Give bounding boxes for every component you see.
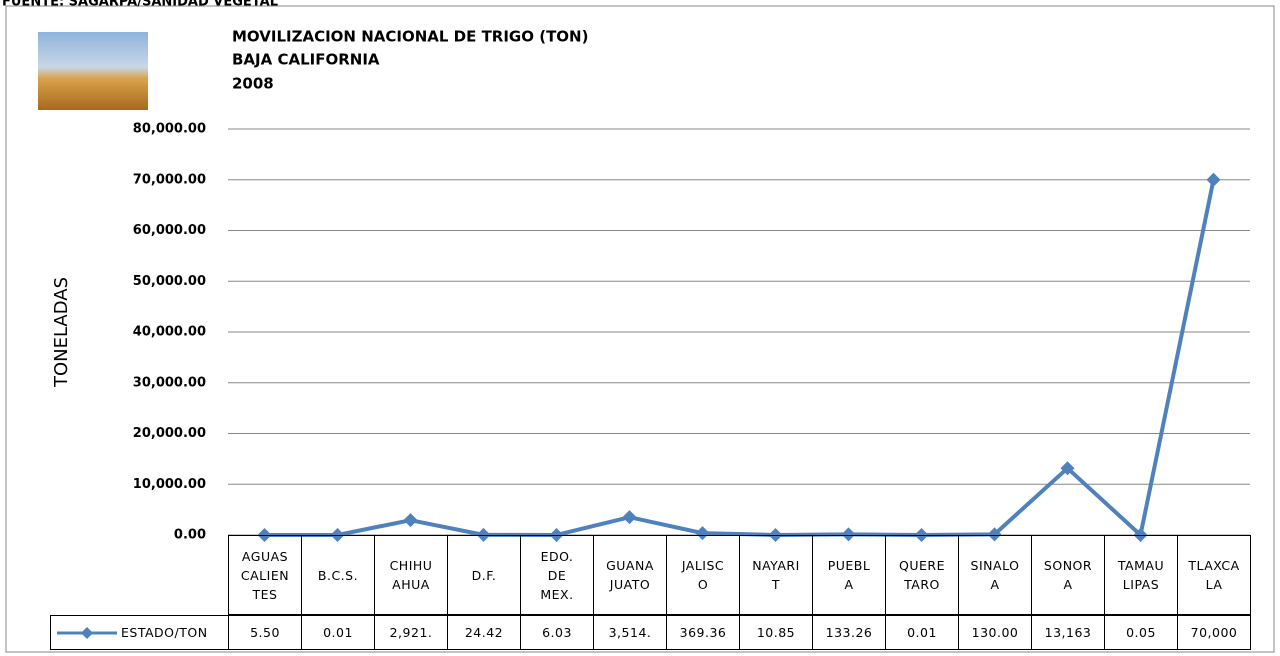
data-point bbox=[987, 527, 1002, 542]
data-point bbox=[476, 527, 491, 542]
data-value: 10.85 bbox=[739, 615, 813, 650]
data-point bbox=[1133, 527, 1148, 542]
data-value: 6.03 bbox=[520, 615, 594, 650]
data-value: 2,921. bbox=[374, 615, 448, 650]
x-tick-label: CHIHU AHUA bbox=[374, 535, 448, 615]
y-tick-label: 70,000.00 bbox=[133, 172, 206, 187]
data-value: 70,000 bbox=[1177, 615, 1251, 650]
data-value: 13,163 bbox=[1031, 615, 1105, 650]
data-point bbox=[841, 527, 856, 542]
data-point bbox=[695, 526, 710, 541]
x-tick-label: TLAXCA LA bbox=[1177, 535, 1251, 615]
data-point bbox=[403, 513, 418, 528]
x-tick-label: TAMAU LIPAS bbox=[1104, 535, 1178, 615]
chart-subtitle: BAJA CALIFORNIA bbox=[232, 51, 380, 69]
data-point bbox=[330, 527, 345, 542]
chart-year: 2008 bbox=[232, 75, 274, 93]
data-point bbox=[1206, 172, 1221, 187]
x-tick-label: PUEBL A bbox=[812, 535, 886, 615]
data-value: 0.05 bbox=[1104, 615, 1178, 650]
chart-title: MOVILIZACION NACIONAL DE TRIGO (TON) bbox=[232, 28, 588, 46]
legend-label: ESTADO/TON bbox=[121, 625, 208, 640]
wheat-image bbox=[38, 32, 148, 110]
y-tick-label: 10,000.00 bbox=[133, 477, 206, 492]
x-tick-label: B.C.S. bbox=[301, 535, 375, 615]
x-tick-label: NAYARI T bbox=[739, 535, 813, 615]
data-value: 0.01 bbox=[885, 615, 959, 650]
source-note: FUENTE: SAGARPA/SANIDAD VEGETAL bbox=[2, 0, 278, 10]
data-point bbox=[768, 527, 783, 542]
y-tick-label: 50,000.00 bbox=[133, 274, 206, 289]
legend-entry: ESTADO/TON bbox=[50, 615, 229, 650]
data-value: 130.00 bbox=[958, 615, 1032, 650]
data-value: 133.26 bbox=[812, 615, 886, 650]
y-tick-label: 60,000.00 bbox=[133, 223, 206, 238]
data-value: 3,514. bbox=[593, 615, 667, 650]
chart-frame bbox=[5, 5, 1275, 653]
x-tick-label: SONOR A bbox=[1031, 535, 1105, 615]
x-tick-label: D.F. bbox=[447, 535, 521, 615]
x-tick-label: AGUAS CALIEN TES bbox=[228, 535, 302, 615]
x-tick-label: EDO. DE MEX. bbox=[520, 535, 594, 615]
data-value: 24.42 bbox=[447, 615, 521, 650]
data-point bbox=[1060, 461, 1075, 476]
y-axis-label: TONELADAS bbox=[51, 277, 72, 388]
y-tick-label: 80,000.00 bbox=[133, 122, 206, 137]
data-point bbox=[549, 527, 564, 542]
data-point bbox=[914, 527, 929, 542]
data-point bbox=[622, 510, 637, 525]
y-tick-label: 20,000.00 bbox=[133, 426, 206, 441]
x-tick-label: SINALO A bbox=[958, 535, 1032, 615]
x-tick-label: JALISC O bbox=[666, 535, 740, 615]
data-value: 5.50 bbox=[228, 615, 302, 650]
y-tick-label: 30,000.00 bbox=[133, 375, 206, 390]
legend-swatch bbox=[57, 626, 117, 639]
x-tick-label: QUERE TARO bbox=[885, 535, 959, 615]
x-tick-label: GUANA JUATO bbox=[593, 535, 667, 615]
data-value: 369.36 bbox=[666, 615, 740, 650]
y-tick-label: 40,000.00 bbox=[133, 325, 206, 340]
series-line bbox=[264, 179, 1216, 537]
y-tick-label: 0.00 bbox=[174, 528, 206, 543]
data-point bbox=[257, 527, 272, 542]
data-value: 0.01 bbox=[301, 615, 375, 650]
